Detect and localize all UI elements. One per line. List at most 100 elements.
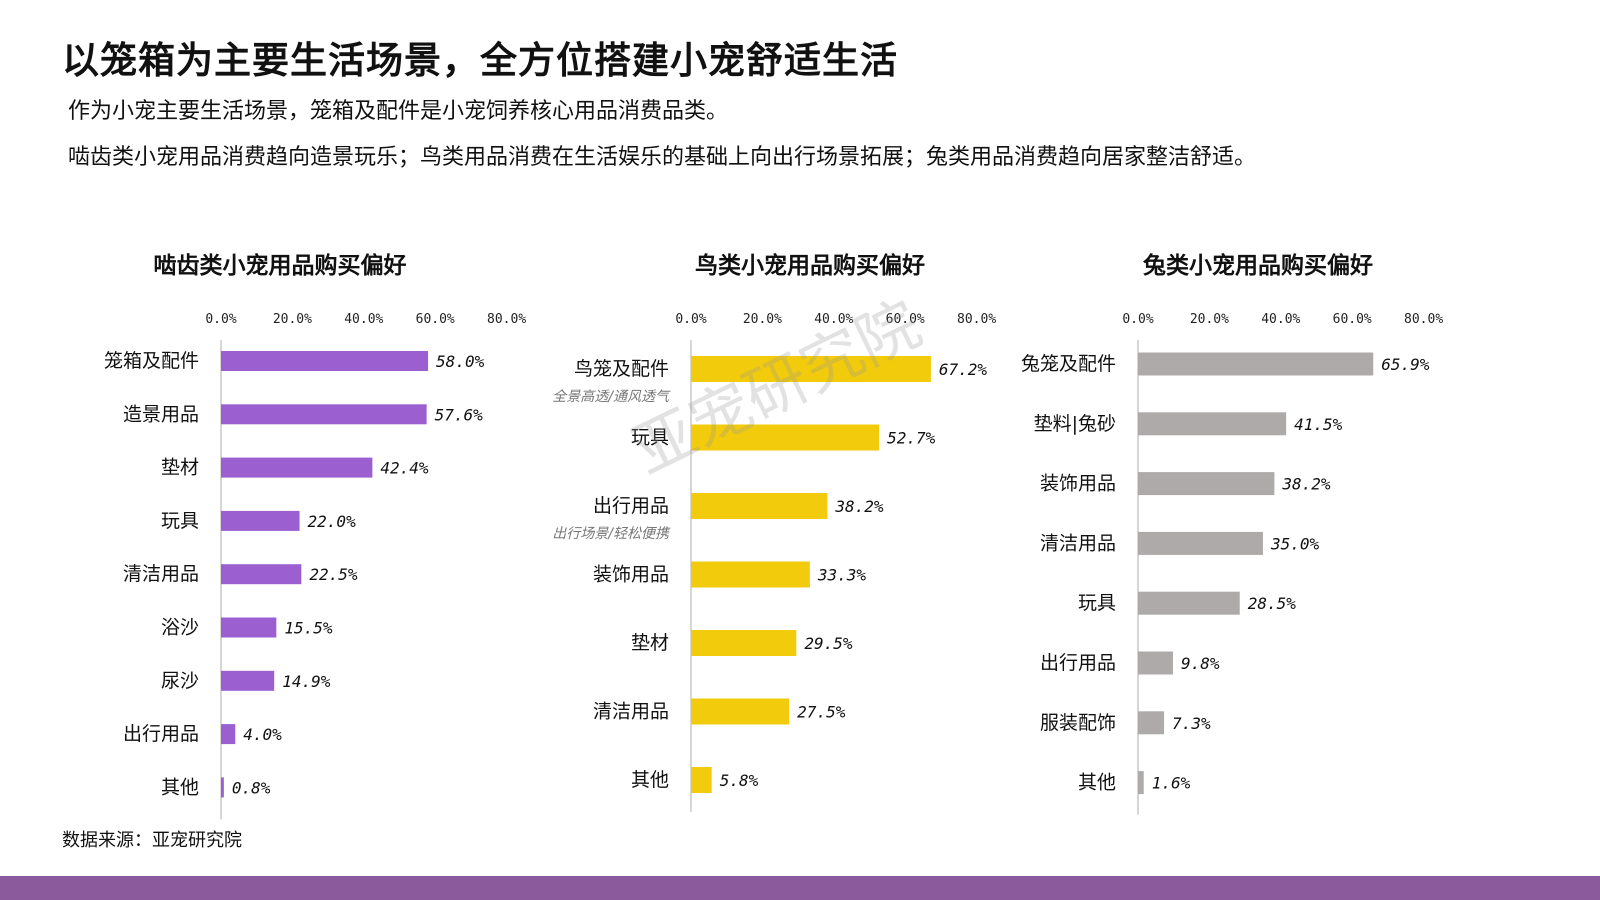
value-label: 29.5% — [804, 634, 853, 653]
rodent-preference-chart: 啮齿类小宠用品购买偏好 0.0% 20.0% 40.0% 60.0% 80.0% 笼箱及配件… — [104, 252, 526, 820]
bar-6 — [221, 617, 277, 638]
rabbit-preference-chart: 兔类小宠用品购买偏好 0.0% 20.0% 40.0% 60.0% 80.0% 兔笼及配件 6… — [1021, 252, 1443, 815]
value-label: 52.7% — [887, 429, 936, 448]
bar-4 — [221, 510, 300, 531]
category-label: 服装配饰 — [1040, 712, 1116, 734]
category-label: 浴沙 — [161, 617, 199, 639]
value-label: 1.6% — [1152, 774, 1191, 793]
bird-preference-chart: 鸟类小宠用品购买偏好 0.0% 20.0% 40.0% 60.0% 80.0% 鸟笼及配件全… — [552, 252, 996, 812]
bar-5 — [691, 630, 797, 656]
bar-7 — [221, 670, 275, 691]
value-label: 14.9% — [282, 672, 331, 691]
value-label: 41.5% — [1294, 415, 1343, 434]
category-label: 装饰用品 — [1040, 473, 1116, 495]
bar-4 — [1138, 531, 1263, 555]
category-label: 清洁用品 — [1040, 532, 1116, 554]
tick-label: 40.0% — [814, 312, 853, 327]
category-label: 垫材 — [161, 457, 199, 479]
tick-label: 60.0% — [886, 312, 925, 327]
value-label: 15.5% — [284, 619, 333, 638]
category-label: 其他 — [631, 769, 669, 791]
bar-2 — [221, 404, 427, 425]
value-label: 28.5% — [1248, 594, 1297, 613]
value-label: 35.0% — [1270, 534, 1320, 553]
bar-7 — [691, 767, 712, 793]
tick-label: 0.0% — [1122, 312, 1153, 327]
intro-paragraph-2: 啮齿类小宠用品消费趋向造景玩乐；鸟类用品消费在生活娱乐的基础上向出行场景拓展；兔… — [68, 145, 1257, 170]
category-label: 出行用品 — [123, 723, 199, 745]
bar-6 — [691, 698, 790, 725]
value-label: 7.3% — [1172, 714, 1211, 733]
value-label: 22.5% — [309, 565, 358, 584]
bar-8 — [1138, 771, 1144, 795]
tick-label: 80.0% — [957, 312, 996, 327]
bar-7 — [1138, 711, 1165, 735]
value-label: 42.4% — [380, 459, 429, 478]
value-label: 58.0% — [436, 352, 485, 371]
tick-label: 60.0% — [1333, 312, 1372, 327]
category-label: 清洁用品 — [123, 563, 199, 585]
value-label: 27.5% — [797, 703, 846, 722]
value-label: 22.0% — [308, 512, 357, 531]
tick-label: 20.0% — [1190, 312, 1229, 327]
bar-4 — [691, 561, 810, 588]
category-label: 玩具 — [1078, 592, 1116, 614]
bar-5 — [221, 564, 302, 585]
value-label: 5.8% — [720, 771, 759, 790]
category-label: 造景用品 — [123, 403, 199, 425]
tick-label: 80.0% — [1404, 312, 1443, 327]
category-label: 垫料|兔砂 — [1034, 413, 1116, 435]
bar-2 — [691, 424, 880, 451]
data-source: 数据来源：亚宠研究院 — [62, 830, 242, 851]
bar-1 — [691, 356, 931, 382]
tick-label: 0.0% — [205, 312, 236, 327]
category-label: 垫材 — [631, 632, 669, 654]
category-label: 其他 — [1078, 772, 1116, 794]
value-label: 33.3% — [817, 566, 867, 585]
category-sublabel: 出行场景/轻松便携 — [552, 526, 671, 542]
tick-label: 0.0% — [675, 312, 706, 327]
tick-label: 40.0% — [1261, 312, 1300, 327]
bar-5 — [1138, 591, 1240, 615]
category-label: 兔笼及配件 — [1021, 353, 1116, 375]
category-label: 清洁用品 — [593, 701, 669, 723]
category-label: 出行用品 — [1040, 652, 1116, 674]
bar-9 — [221, 777, 224, 798]
page-title: 以笼箱为主要生活场景，全方位搭建小宠舒适生活 — [62, 39, 898, 82]
bar-3 — [221, 457, 373, 478]
category-label: 出行用品 — [593, 495, 669, 517]
category-label: 尿沙 — [161, 670, 199, 692]
category-label: 装饰用品 — [593, 564, 669, 586]
value-label: 38.2% — [1281, 475, 1331, 494]
intro-paragraph-1: 作为小宠主要生活场景，笼箱及配件是小宠饲养核心用品消费品类。 — [68, 99, 729, 124]
value-label: 38.2% — [834, 497, 884, 516]
category-label: 鸟笼及配件 — [574, 358, 669, 380]
category-sublabel: 全景高透/通风透气 — [552, 389, 671, 405]
value-label: 9.8% — [1181, 654, 1220, 673]
chart-title: 啮齿类小宠用品购买偏好 — [154, 252, 407, 279]
tick-label: 20.0% — [743, 312, 782, 327]
tick-label: 80.0% — [487, 312, 526, 327]
chart-title: 兔类小宠用品购买偏好 — [1143, 252, 1373, 279]
bar-8 — [221, 724, 236, 745]
tick-label: 60.0% — [416, 312, 455, 327]
value-label: 67.2% — [939, 360, 988, 379]
bar-1 — [221, 351, 429, 371]
footer-bar — [0, 876, 1600, 900]
value-label: 4.0% — [243, 725, 282, 744]
category-label: 其他 — [161, 776, 199, 798]
bar-2 — [1138, 412, 1287, 436]
value-label: 57.6% — [435, 405, 484, 424]
category-label: 玩具 — [631, 427, 669, 449]
bar-3 — [1138, 472, 1275, 496]
bar-1 — [1138, 352, 1374, 376]
category-label: 玩具 — [161, 510, 199, 532]
tick-label: 40.0% — [344, 312, 383, 327]
bar-3 — [691, 493, 828, 519]
value-label: 0.8% — [232, 778, 271, 797]
bar-6 — [1138, 651, 1173, 675]
value-label: 65.9% — [1381, 355, 1430, 374]
chart-title: 鸟类小宠用品购买偏好 — [695, 252, 925, 279]
category-label: 笼箱及配件 — [104, 350, 199, 372]
tick-label: 20.0% — [273, 312, 312, 327]
